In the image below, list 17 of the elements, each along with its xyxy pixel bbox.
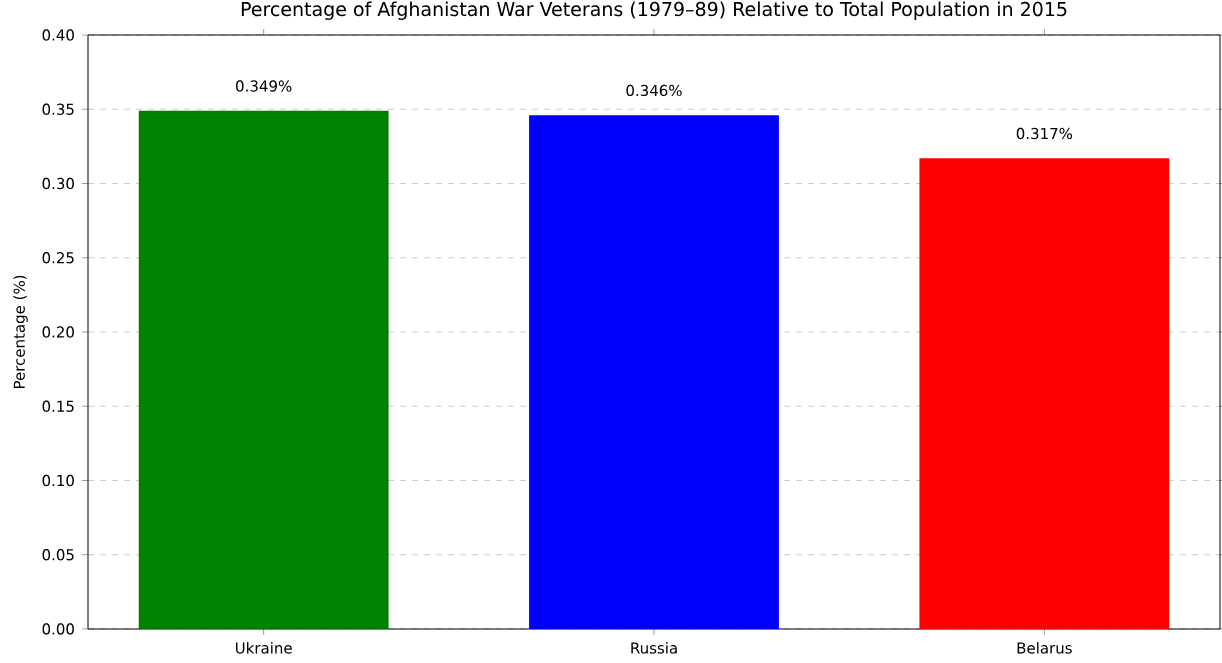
data-label: 0.317% bbox=[1016, 127, 1073, 140]
x-tick-label: Belarus bbox=[1017, 642, 1072, 654]
y-tick-label: 0.20 bbox=[42, 326, 74, 338]
y-tick-label: 0.25 bbox=[42, 252, 74, 264]
y-tick-label: 0.05 bbox=[42, 549, 74, 561]
y-tick-label: 0.40 bbox=[42, 29, 74, 41]
y-tick-label: 0.35 bbox=[42, 103, 74, 115]
data-label: 0.349% bbox=[236, 80, 292, 92]
x-tick-label: Ukraine bbox=[236, 642, 292, 654]
data-label: 0.346% bbox=[626, 84, 682, 97]
x-tick-label: Russia bbox=[631, 642, 677, 654]
chart-title: Percentage of Afghanistan War Veterans (1979–89) Relative to Total Population in 2015 bbox=[241, 1, 1067, 20]
y-tick-label: 0.15 bbox=[42, 400, 74, 412]
y-tick-label: 0.10 bbox=[42, 474, 74, 487]
y-tick-label: 0.30 bbox=[42, 177, 74, 190]
y-axis-title: Percentage (%) bbox=[13, 275, 28, 389]
y-tick-label: 0.00 bbox=[42, 623, 74, 635]
